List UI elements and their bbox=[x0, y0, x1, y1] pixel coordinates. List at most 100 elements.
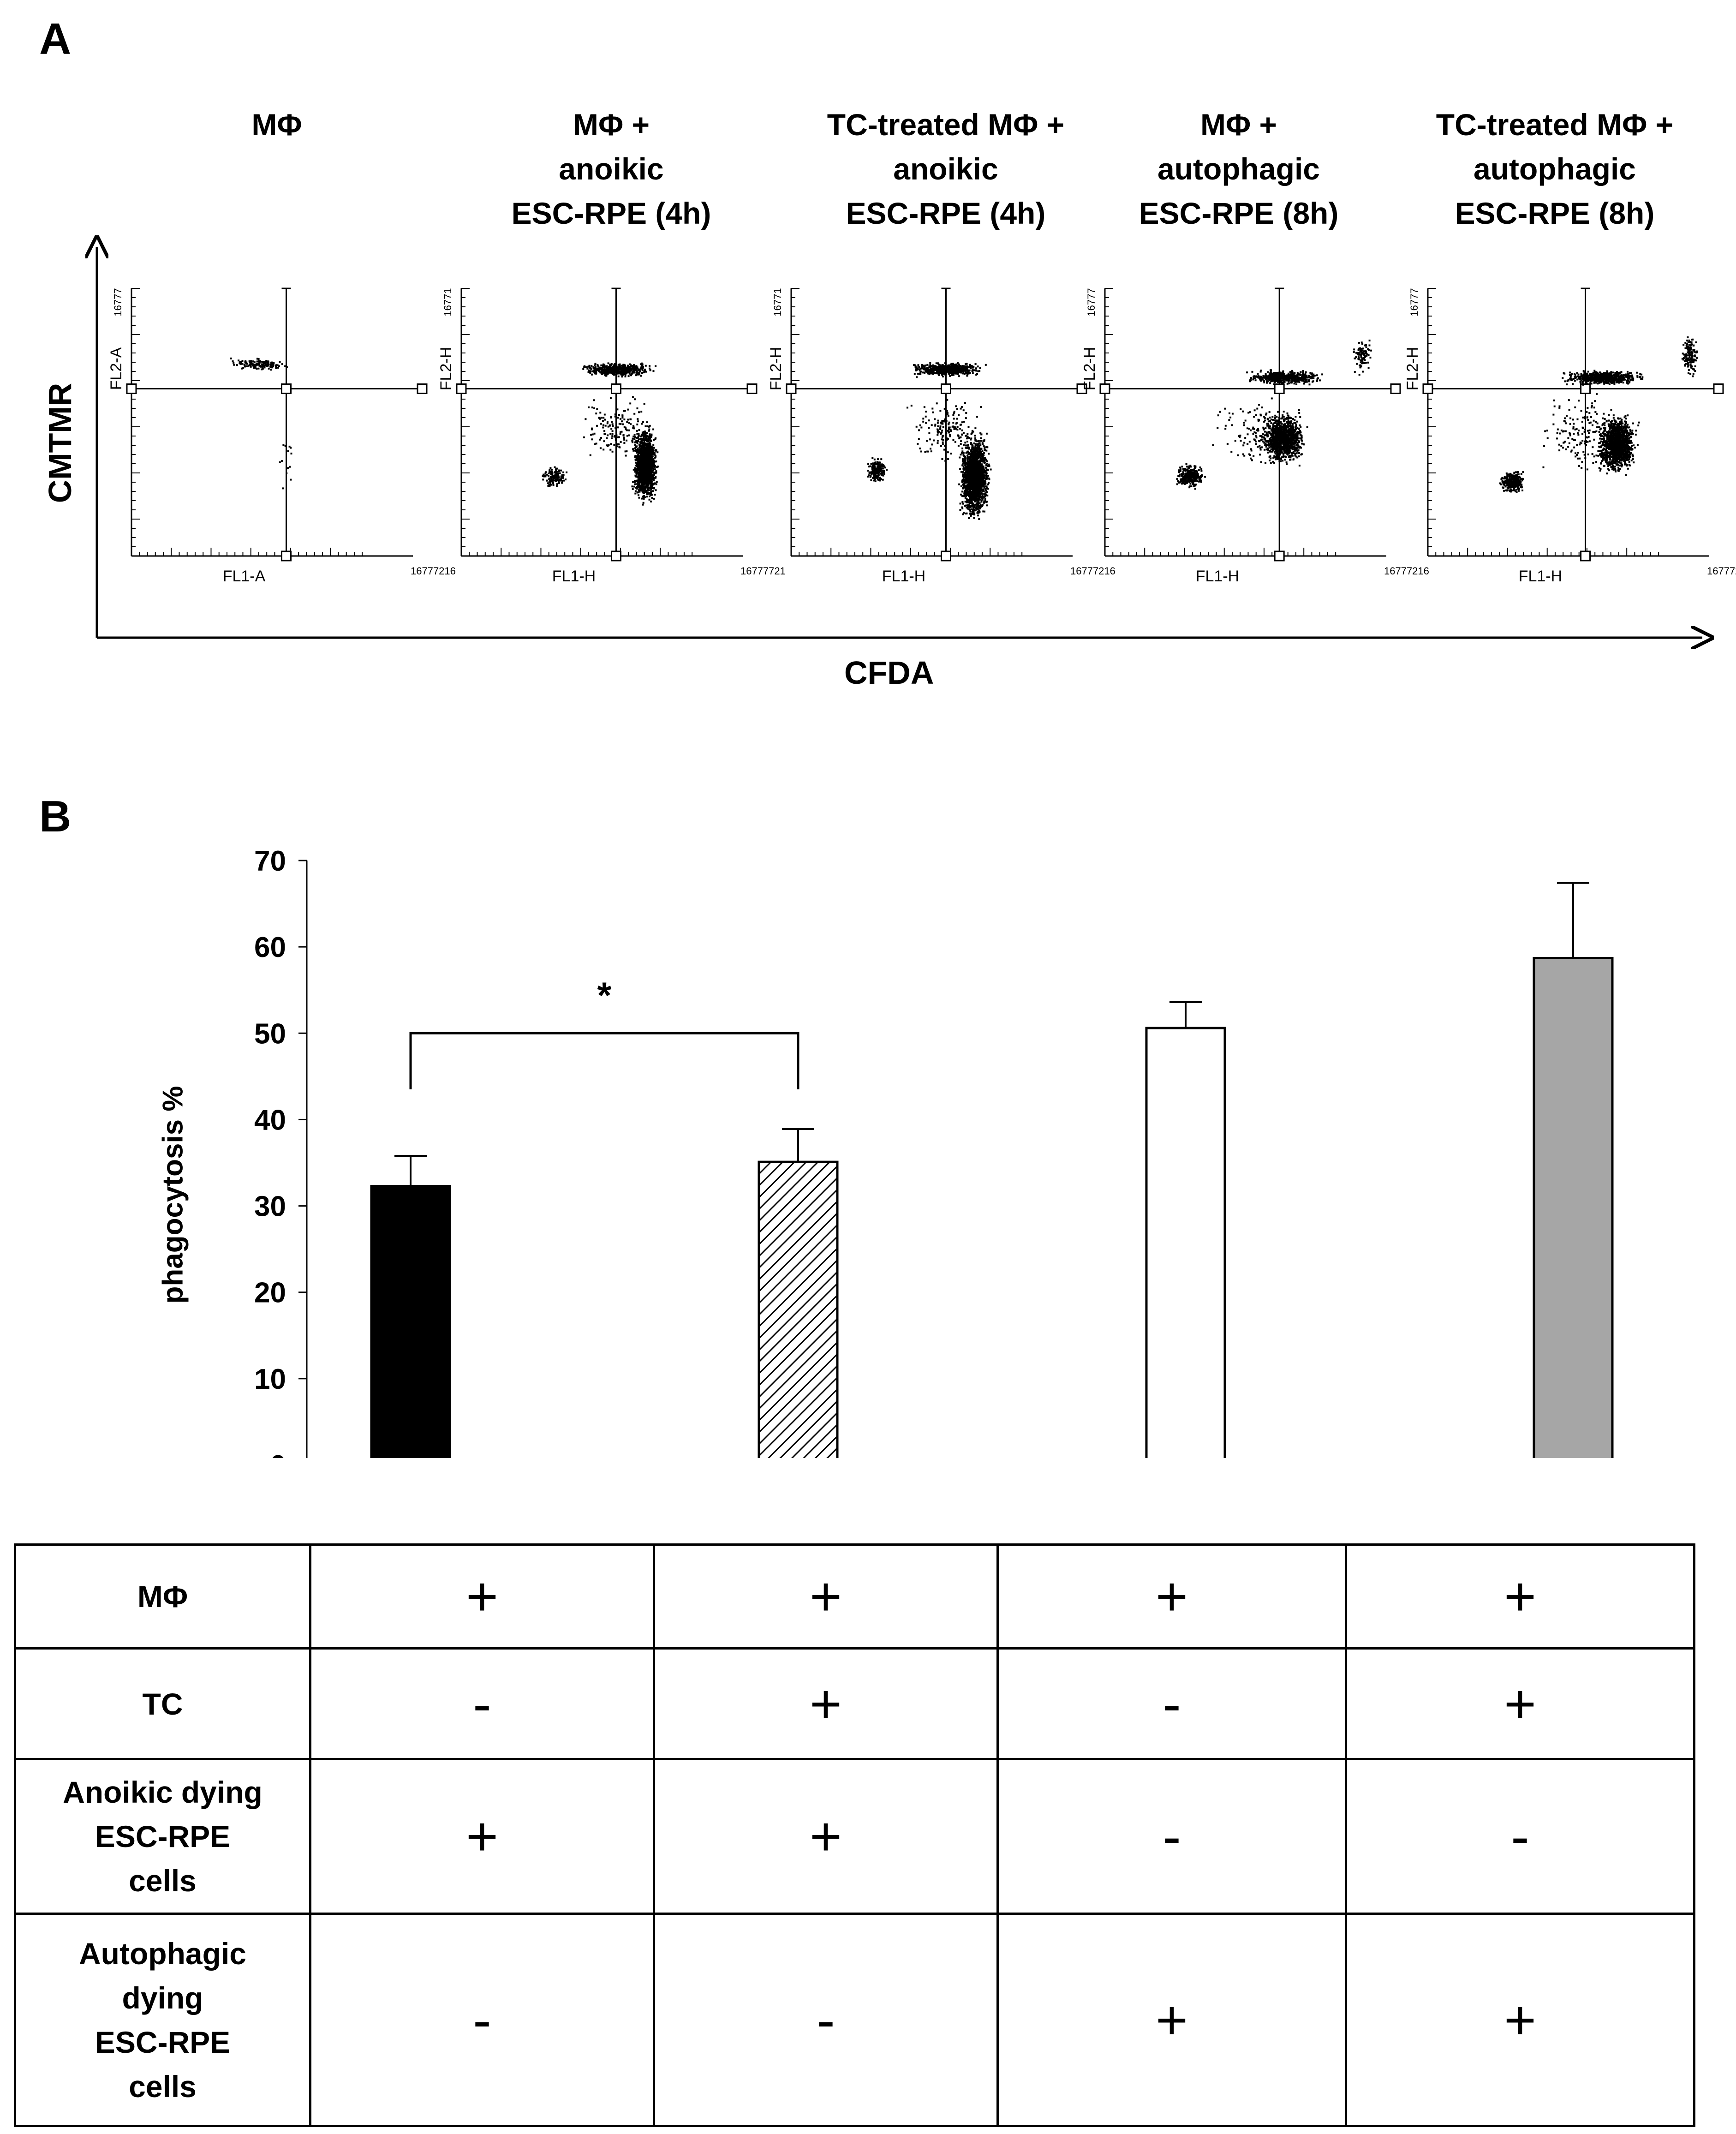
flow-dot bbox=[602, 371, 604, 373]
flow-dot bbox=[636, 423, 638, 425]
flow-dot bbox=[617, 368, 619, 370]
flow-dot bbox=[948, 372, 950, 374]
flow-dot bbox=[623, 442, 626, 444]
flow-dot bbox=[638, 475, 641, 477]
flow-dot bbox=[974, 446, 977, 448]
flow-dot bbox=[959, 365, 961, 367]
flow-dot bbox=[963, 481, 966, 483]
flow-dot bbox=[961, 447, 964, 449]
flow-dot bbox=[978, 440, 980, 442]
flow-dot bbox=[965, 471, 967, 473]
flow-dot bbox=[972, 454, 974, 457]
flow-dot bbox=[634, 469, 637, 471]
flow-dot bbox=[653, 463, 655, 466]
flow-dot bbox=[600, 417, 603, 419]
flow-dot bbox=[966, 373, 969, 375]
flow-dot bbox=[589, 370, 591, 372]
flow-dot bbox=[961, 501, 964, 503]
flow-dot bbox=[599, 412, 602, 414]
flow-dot bbox=[977, 365, 979, 368]
flow-dot bbox=[640, 363, 642, 365]
flow-dot bbox=[976, 475, 978, 478]
flow-dot bbox=[648, 430, 650, 432]
flow-dot bbox=[636, 471, 638, 473]
flow-dot bbox=[966, 507, 968, 508]
flow-dot bbox=[642, 503, 644, 506]
flow-dot bbox=[642, 477, 644, 479]
flow-dot bbox=[254, 364, 256, 366]
flow-dot bbox=[603, 372, 605, 374]
flow-dot bbox=[943, 367, 946, 370]
flow-dot bbox=[937, 370, 939, 372]
flow-dot bbox=[632, 437, 634, 440]
flow-dot bbox=[969, 475, 972, 477]
flow-dot bbox=[609, 364, 611, 365]
flow-dot bbox=[602, 364, 604, 366]
flow-dot bbox=[969, 510, 972, 513]
flow-dot bbox=[970, 437, 972, 440]
flow-dot bbox=[966, 454, 968, 457]
flow-dot bbox=[611, 450, 614, 453]
flow-dot bbox=[971, 493, 973, 495]
flow-dot bbox=[646, 496, 648, 498]
flow-dot bbox=[650, 446, 652, 448]
flow-dot bbox=[969, 470, 971, 472]
flow-dot bbox=[968, 487, 970, 489]
flow-dot bbox=[650, 466, 653, 468]
flow-dot bbox=[972, 484, 975, 486]
flow-dot bbox=[956, 370, 958, 371]
flow-dot bbox=[960, 493, 962, 496]
flow-dot bbox=[648, 492, 650, 494]
flow-dot bbox=[587, 371, 590, 373]
flow-dot bbox=[639, 477, 642, 479]
flow-dot bbox=[963, 483, 966, 485]
flow-dot bbox=[634, 447, 636, 449]
flow-dot bbox=[973, 508, 976, 511]
flow-dot bbox=[941, 371, 943, 373]
flow-dot bbox=[979, 432, 982, 434]
flow-dot bbox=[966, 493, 968, 496]
flow-dot bbox=[561, 474, 563, 476]
flow-dot bbox=[591, 370, 593, 372]
flow-dot bbox=[652, 469, 654, 472]
flow-dot bbox=[978, 506, 980, 508]
flow-dot bbox=[644, 491, 646, 494]
flow-dot bbox=[929, 369, 931, 371]
flow-dot bbox=[972, 460, 974, 463]
flow-dot bbox=[626, 439, 628, 442]
flow-dot bbox=[561, 476, 564, 478]
flow-dot bbox=[975, 476, 977, 478]
flow-dot bbox=[607, 434, 609, 436]
flow-dot bbox=[251, 363, 254, 365]
flow-dot bbox=[650, 494, 653, 496]
flow-dot bbox=[636, 469, 638, 472]
flow-dot bbox=[968, 495, 970, 497]
flow-dot bbox=[947, 370, 949, 372]
flow-dot bbox=[654, 494, 656, 496]
flow-dot bbox=[266, 363, 268, 365]
flow-dot bbox=[922, 365, 925, 368]
flow-dot bbox=[558, 482, 560, 484]
flow-dot bbox=[643, 495, 645, 497]
gate-handle bbox=[281, 550, 292, 562]
flow-dot bbox=[643, 476, 645, 478]
flow-dot bbox=[589, 454, 591, 456]
flow-dot bbox=[614, 367, 617, 369]
flow-dot bbox=[958, 483, 960, 485]
flow-dot bbox=[978, 489, 981, 491]
flow-dot bbox=[983, 486, 985, 489]
flow-y-label: FL2-H bbox=[437, 347, 455, 390]
flow-dot bbox=[967, 484, 969, 487]
flow-dot bbox=[637, 459, 639, 461]
flow-dot bbox=[957, 362, 959, 364]
flow-dot bbox=[970, 456, 972, 458]
flow-dot bbox=[641, 491, 644, 494]
flow-dot bbox=[967, 454, 969, 455]
flow-dot bbox=[652, 477, 654, 478]
flow-dot bbox=[957, 367, 960, 369]
flow-dot bbox=[983, 502, 985, 504]
flow-dot bbox=[971, 365, 973, 367]
flow-dot bbox=[972, 458, 975, 460]
flow-dot bbox=[971, 447, 973, 449]
flow-dot bbox=[637, 418, 639, 420]
